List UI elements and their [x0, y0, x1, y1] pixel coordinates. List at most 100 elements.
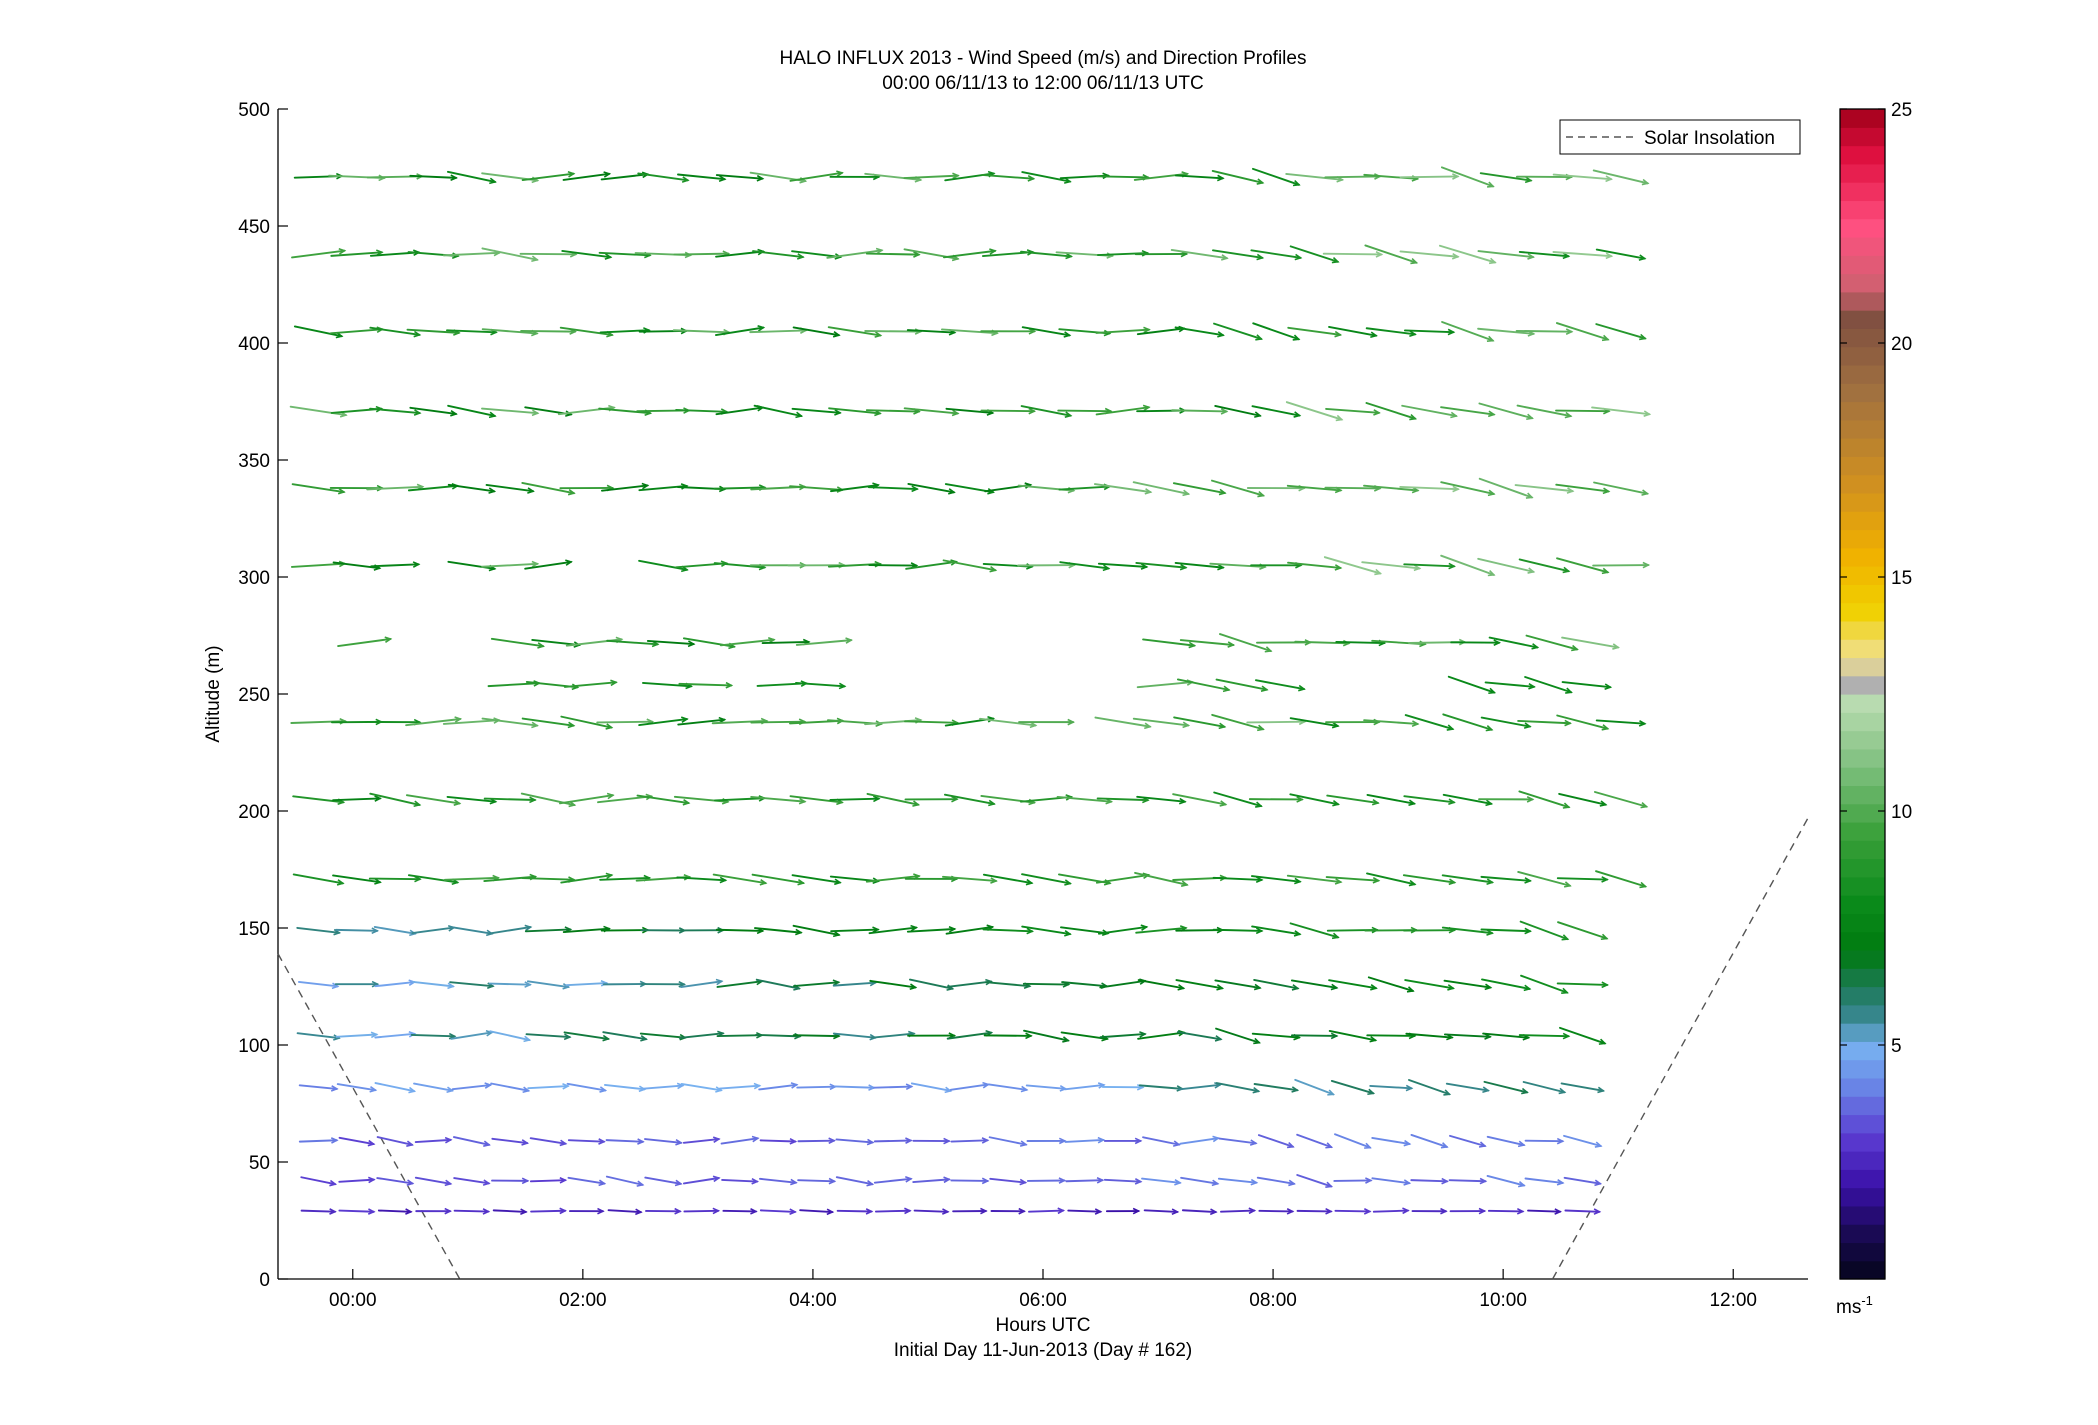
wind-arrow	[1559, 1026, 1607, 1045]
wind-arrow	[1330, 1079, 1376, 1096]
wind-arrow	[335, 1031, 379, 1039]
wind-arrow	[1525, 634, 1579, 652]
wind-arrow-shaft	[606, 639, 659, 646]
wind-arrow-head	[371, 927, 380, 935]
colorbar-unit-exponent: -1	[1861, 1293, 1873, 1308]
wind-arrow-head	[1372, 876, 1381, 884]
wind-arrow-head	[1406, 986, 1415, 993]
wind-arrow-shaft	[1363, 484, 1419, 492]
wind-arrow-head	[1144, 488, 1153, 495]
wind-arrow-shaft	[529, 1137, 567, 1145]
wind-arrow-head	[1447, 984, 1455, 991]
wind-arrow-head	[369, 1086, 378, 1093]
wind-arrow	[1020, 250, 1073, 260]
wind-arrow	[530, 1207, 567, 1215]
wind-arrow	[485, 483, 535, 494]
wind-arrow-shaft	[332, 797, 382, 802]
wind-arrow	[1103, 1137, 1143, 1145]
wind-arrow-head	[1487, 570, 1496, 577]
wind-arrow-shaft	[1365, 327, 1416, 336]
wind-arrow-shaft	[449, 981, 494, 988]
wind-arrow-head	[866, 1138, 875, 1146]
wind-arrow	[1328, 979, 1378, 991]
wind-arrow-shaft	[292, 795, 345, 804]
wind-arrow-shaft	[374, 981, 416, 988]
wind-arrow-shaft	[1095, 406, 1150, 416]
wind-arrow-shaft	[1441, 321, 1494, 342]
wind-arrow-head	[1019, 1140, 1028, 1147]
wind-arrow-shaft	[1445, 1082, 1490, 1092]
wind-arrow-shaft	[750, 720, 806, 724]
wind-arrow-head	[1640, 802, 1649, 809]
wind-arrow-head	[531, 409, 540, 417]
wind-arrow-shaft	[761, 640, 810, 645]
wind-arrow-head	[336, 879, 345, 886]
wind-arrow	[376, 1177, 415, 1186]
wind-arrow-shaft	[1171, 409, 1228, 413]
wind-arrow	[1524, 676, 1573, 694]
wind-arrow-shaft	[453, 1177, 490, 1185]
wind-arrow-head	[367, 1176, 376, 1184]
colorbar-swatch	[1840, 602, 1885, 622]
colorbar-swatch	[1840, 1242, 1885, 1262]
wind-arrow-head	[1479, 1177, 1488, 1185]
wind-arrow	[488, 924, 533, 935]
wind-arrow-shaft	[713, 797, 766, 802]
wind-arrow	[1286, 874, 1343, 885]
wind-arrow-head	[909, 983, 918, 990]
wind-arrow-shaft	[1096, 175, 1150, 179]
wind-arrow	[446, 170, 497, 185]
wind-arrow-shaft	[293, 325, 343, 338]
wind-arrow	[415, 1207, 452, 1215]
wind-arrow-head	[559, 1176, 568, 1184]
wind-arrow	[1334, 1208, 1372, 1215]
wind-arrow	[1402, 874, 1457, 886]
wind-arrow-head	[1291, 984, 1300, 991]
wind-arrow-shaft	[1595, 323, 1647, 340]
wind-arrow-head	[1528, 683, 1536, 690]
wind-arrow-shaft	[1366, 793, 1416, 805]
wind-arrow-head	[1448, 878, 1457, 886]
wind-arrow-head	[1605, 175, 1613, 183]
wind-arrow-shaft	[1518, 790, 1570, 809]
wind-arrow-shaft	[1557, 921, 1608, 940]
wind-arrow	[753, 404, 804, 419]
wind-arrow	[1563, 1176, 1603, 1187]
wind-arrow-head	[1134, 1137, 1143, 1145]
wind-arrow-shaft	[1477, 250, 1535, 259]
wind-arrow-head	[1177, 984, 1186, 991]
colorbar-swatch	[1840, 1260, 1885, 1280]
wind-arrow	[605, 1175, 645, 1187]
wind-arrow-shaft	[1296, 1209, 1332, 1213]
wind-arrow-head	[413, 330, 422, 338]
wind-arrow-shaft	[1253, 978, 1299, 990]
wind-arrow-shaft	[1563, 1176, 1602, 1185]
wind-arrow-shaft	[1482, 1032, 1530, 1039]
wind-arrow	[453, 1177, 491, 1186]
wind-arrow	[447, 404, 497, 419]
wind-arrow-shaft	[1021, 925, 1071, 936]
wind-arrow-head	[1142, 404, 1151, 412]
wind-arrow-head	[1331, 257, 1340, 264]
legend-box	[1559, 119, 1801, 155]
wind-arrow	[1593, 481, 1650, 496]
wind-arrow	[1256, 1176, 1296, 1187]
wind-arrow-shaft	[489, 1030, 531, 1041]
wind-arrow-shaft	[680, 1083, 723, 1092]
wind-arrow	[1141, 1177, 1182, 1186]
wind-arrow	[1515, 328, 1574, 335]
wind-arrow-shaft	[795, 639, 853, 646]
wind-arrow-shaft	[450, 926, 493, 935]
wind-arrow-shaft	[407, 484, 459, 492]
wind-arrow-head	[796, 253, 805, 260]
wind-arrow-shaft	[442, 251, 501, 257]
wind-arrow-shaft	[715, 174, 764, 180]
wind-arrow-shaft	[719, 638, 775, 647]
wind-arrow-shaft	[1481, 978, 1531, 990]
wind-arrow-shaft	[1556, 557, 1609, 574]
wind-arrow-head	[636, 1180, 645, 1187]
wind-arrow	[797, 1177, 837, 1185]
wind-arrow	[1328, 326, 1378, 339]
wind-arrow-head	[1413, 564, 1422, 572]
wind-arrow	[1294, 1078, 1336, 1096]
